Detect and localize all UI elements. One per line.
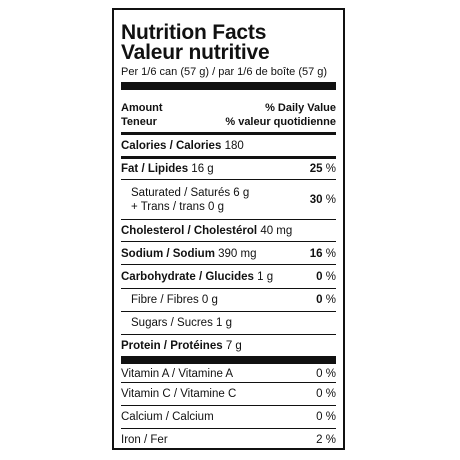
valeur-quotidienne-heading: % valeur quotidienne [225, 116, 336, 128]
carbohydrate-dv: 0 [316, 270, 323, 283]
fibre-label: Fibre / Fibres 0 g [131, 294, 218, 306]
vitamin-label: Vitamin C / Vitamine C [121, 388, 237, 400]
saturated-label: Saturated / Saturés 6 g [131, 187, 250, 199]
divider [121, 179, 336, 180]
sodium-amount: 390 mg [218, 247, 257, 260]
fat-dv: 25 [309, 163, 323, 175]
calories-label: Calories / Calories [121, 140, 222, 152]
calories-divider [121, 156, 336, 159]
vitamin-row: Iron / Fer 2 % [121, 430, 336, 449]
fibre-row: Fibre / Fibres 0 g 0 % [121, 290, 336, 310]
vitamin-label: Vitamin A / Vitamine A [121, 368, 234, 380]
vitamin-dv: 2 % [316, 433, 336, 446]
sugars-row: Sugars / Sucres 1 g [121, 313, 336, 333]
serving-size: Per 1/6 can (57 g) / par 1/6 de boîte (5… [121, 66, 328, 78]
divider [121, 219, 336, 220]
vitamin-label: Calcium / Calcium [121, 411, 214, 423]
label-content: Nutrition Facts Valeur nutritive Per 1/6… [121, 10, 336, 448]
teneur-heading: Teneur [121, 116, 157, 128]
divider [121, 264, 336, 265]
fibre-dv: 0 [316, 294, 323, 306]
thick-divider-top [121, 82, 336, 90]
divider [121, 428, 336, 429]
amount-heading: Amount [121, 102, 163, 114]
trans-label: + Trans / trans 0 g [131, 201, 225, 213]
sodium-dv-unit: % [325, 247, 336, 260]
sodium-dv: 16 [309, 247, 323, 260]
vitamin-dv: 0 % [316, 368, 336, 380]
title-english: Nutrition Facts [121, 21, 267, 44]
carbohydrate-row: Carbohydrate / Glucides 1 g 0 % [121, 267, 336, 286]
saturated-trans-row: Saturated / Saturés 6 g + Trans / trans … [121, 182, 336, 218]
protein-amount: 7 g [225, 340, 242, 352]
saturated-dv-unit: % [325, 194, 336, 206]
vitamin-dv: 0 % [316, 388, 336, 400]
divider [121, 311, 336, 312]
saturated-dv: 30 [309, 194, 323, 206]
vitamin-row: Vitamin A / Vitamine A 0 % [121, 364, 336, 384]
protein-row: Protein / Protéines 7 g [121, 336, 336, 356]
carbohydrate-amount: 1 g [257, 270, 274, 283]
fat-amount: 16 g [191, 163, 214, 175]
fat-dv-unit: % [325, 163, 336, 175]
fibre-dv-unit: % [325, 294, 336, 306]
fat-label: Fat / Lipides [121, 163, 189, 175]
cholesterol-amount: 40 mg [260, 224, 293, 237]
divider [121, 382, 336, 383]
cholesterol-label: Cholesterol / Cholestérol [121, 224, 258, 237]
thick-divider-vitamins [121, 356, 336, 364]
vitamin-label: Iron / Fer [121, 433, 168, 446]
daily-value-heading: % Daily Value [265, 102, 336, 114]
nutrition-facts-label: Nutrition Facts Valeur nutritive Per 1/6… [112, 8, 345, 450]
divider [121, 334, 336, 335]
carbohydrate-dv-unit: % [325, 270, 336, 283]
medium-divider [121, 132, 336, 135]
divider [121, 241, 336, 242]
protein-label: Protein / Protéines [121, 340, 223, 352]
sodium-label: Sodium / Sodium [121, 247, 215, 260]
divider [121, 405, 336, 406]
fat-row: Fat / Lipides 16 g 25 % [121, 160, 336, 178]
vitamin-dv: 0 % [316, 411, 336, 423]
sugars-label: Sugars / Sucres 1 g [131, 317, 232, 329]
vitamin-row: Calcium / Calcium 0 % [121, 407, 336, 427]
carbohydrate-label: Carbohydrate / Glucides [121, 270, 254, 283]
vitamin-row: Vitamin C / Vitamine C 0 % [121, 384, 336, 404]
divider [121, 288, 336, 289]
title-french: Valeur nutritive [121, 41, 270, 64]
calories-row: Calories / Calories 180 [121, 137, 336, 155]
sodium-row: Sodium / Sodium 390 mg 16 % [121, 244, 336, 263]
cholesterol-row: Cholesterol / Cholestérol 40 mg [121, 221, 336, 240]
calories-value: 180 [224, 140, 244, 152]
